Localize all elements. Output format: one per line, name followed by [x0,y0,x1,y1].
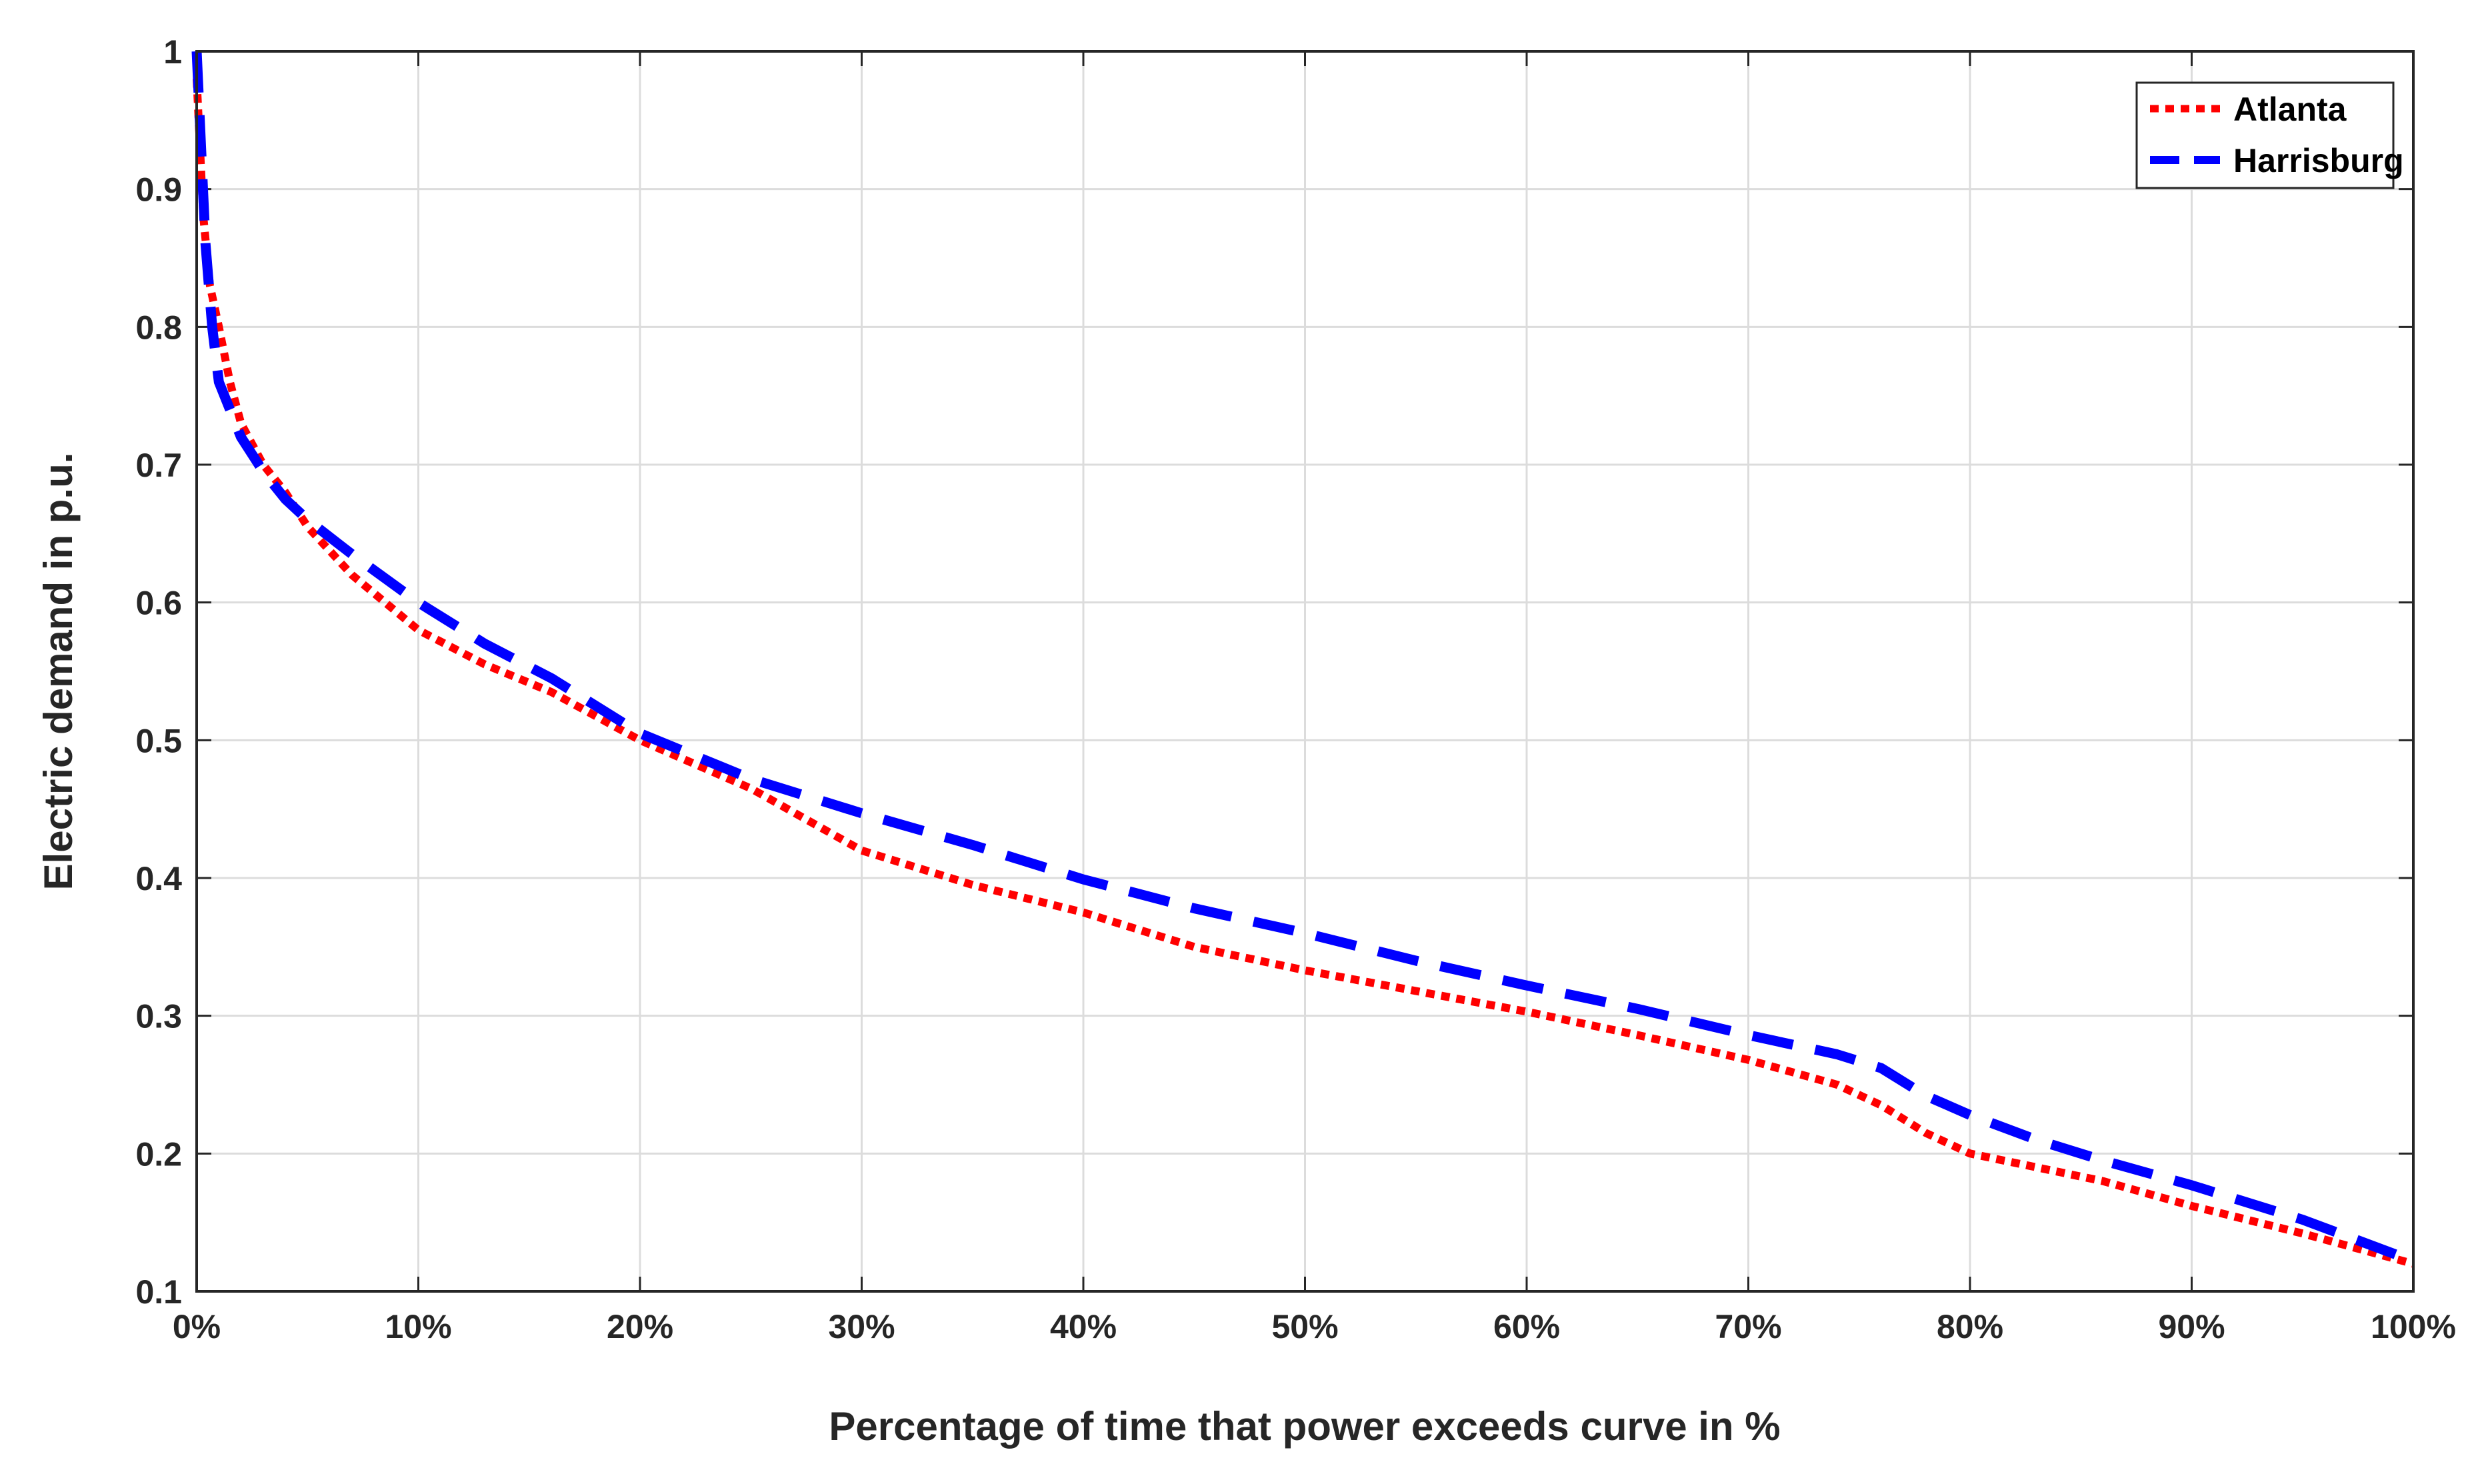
legend: Atlanta Harrisburg [2135,81,2404,189]
legend-label-atlanta: Atlanta [2233,91,2347,128]
y-tick-label: 0.2 [135,1135,182,1173]
y-tick-label: 0.1 [135,1273,182,1311]
x-tick-label: 80% [1937,1308,2003,1345]
y-tick-label: 1 [163,33,182,71]
x-tick-label: 30% [828,1308,895,1345]
series-layer [191,51,2415,1268]
y-axis-label: Electric demand in p.u. [36,453,81,891]
series-line-atlanta [193,79,2415,1268]
x-tick-label: 100% [2371,1308,2456,1345]
y-tick-label: 0.4 [135,860,182,897]
x-tick-label: 0% [173,1308,221,1345]
y-tick-label: 0.7 [135,447,182,484]
x-tick-label: 40% [1050,1308,1117,1345]
x-tick-label: 50% [1271,1308,1338,1345]
x-tick-label: 60% [1493,1308,1560,1345]
x-tick-label: 70% [1715,1308,1781,1345]
legend-label-harrisburg: Harrisburg [2233,142,2404,179]
plot-frame [195,50,2415,1293]
x-tick-label: 10% [385,1308,451,1345]
y-tick-label: 0.9 [135,171,182,209]
y-tick-label: 0.5 [135,722,182,759]
y-tick-labels: 0.1 0.2 0.3 0.4 0.5 0.6 0.7 0.8 0.9 1 [135,33,182,1311]
x-tick-labels: 0% 10% 20% 30% 40% 50% 60% 70% 80% 90% 100% [173,1308,2456,1345]
series-line-harrisburg [191,51,2415,1266]
x-axis-label: Percentage of time that power exceeds cu… [829,1404,1780,1449]
x-tick-label: 90% [2158,1308,2225,1345]
legend-box [2135,81,2395,189]
y-tick-label: 0.8 [135,309,182,346]
y-tick-label: 0.3 [135,998,182,1035]
y-tick-label: 0.6 [135,585,182,622]
x-tick-label: 20% [607,1308,673,1345]
